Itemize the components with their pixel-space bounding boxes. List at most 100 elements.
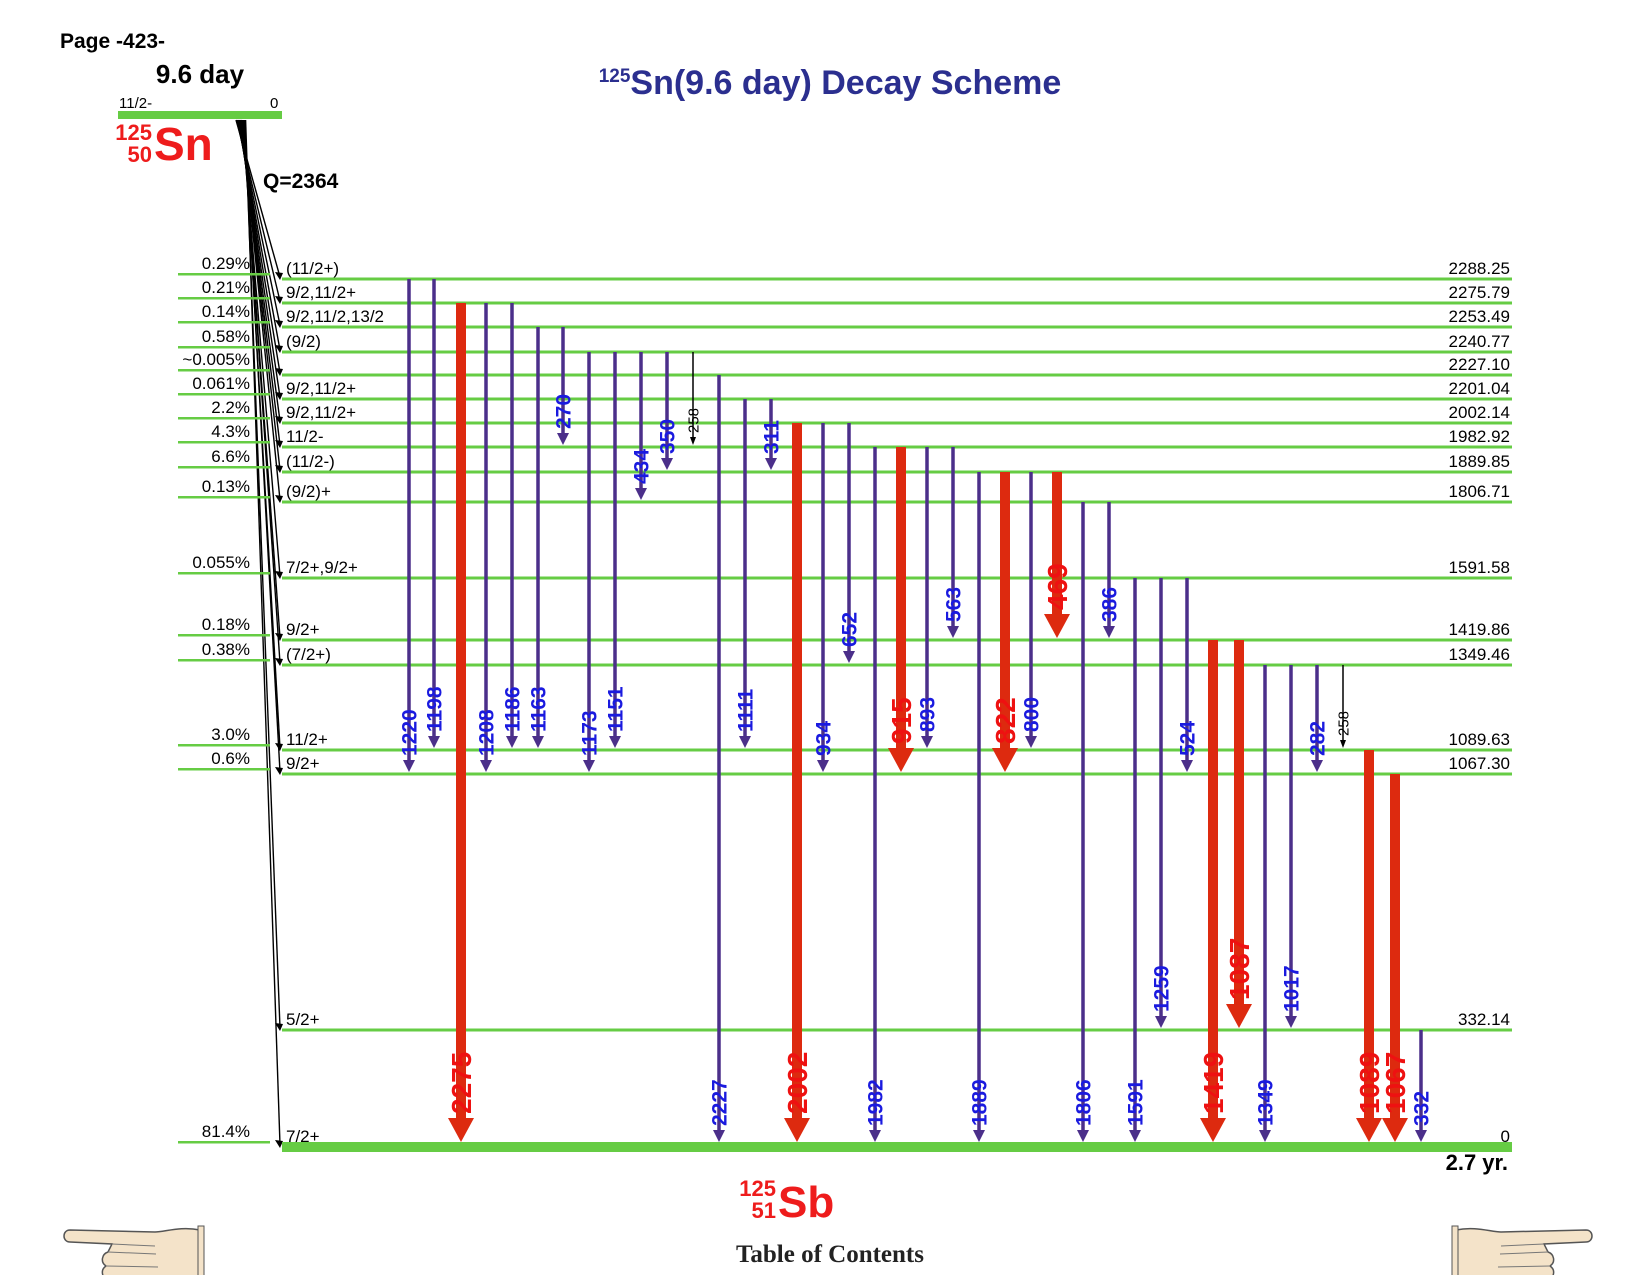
gamma-energy-label: 1198	[424, 686, 447, 732]
beta-branch-label: 0.14%	[202, 302, 250, 321]
page-title: 125Sn(9.6 day) Decay Scheme	[599, 64, 1062, 102]
level-energy-label: 332.14	[1458, 1010, 1510, 1029]
level-energy-label: 2240.77	[1449, 332, 1510, 351]
ground-state-line	[282, 1142, 1512, 1152]
beta-branch-label: 0.6%	[211, 749, 250, 768]
gamma-arrow-shaft	[847, 423, 851, 651]
beta-branch-label: ~0.005%	[182, 350, 250, 369]
daughter-atomic-number: 51	[752, 1198, 776, 1223]
gamma-arrow-shaft	[896, 447, 906, 748]
gamma-energy-label: 1163	[528, 686, 551, 732]
gamma-energy-label: 524	[1177, 721, 1200, 756]
level-energy-label: 0	[1501, 1127, 1510, 1146]
parent-halflife: 9.6 day	[156, 59, 245, 89]
daughter-halflife: 2.7 yr.	[1446, 1150, 1508, 1175]
level-energy-label: 1591.58	[1449, 558, 1510, 577]
gamma-arrowhead	[661, 458, 673, 470]
gamma-arrow-shaft	[613, 352, 617, 736]
beta-branch-underline	[178, 441, 270, 444]
level-spin-label: (11/2-)	[286, 452, 335, 471]
beta-feed-arrowhead	[275, 368, 283, 376]
gamma-arrow-shaft	[951, 447, 955, 626]
level-energy-label: 1349.46	[1449, 645, 1510, 664]
gamma-arrow-shaft	[639, 352, 643, 488]
gamma-energy-label: 1017	[1281, 965, 1304, 1012]
table-of-contents-link[interactable]: Table of Contents	[736, 1241, 924, 1268]
gamma-energy-label: 1259	[1151, 965, 1174, 1012]
gamma-energy-label: 2002	[782, 1052, 813, 1114]
beta-branch-label: 0.13%	[202, 477, 250, 496]
gamma-arrowhead	[973, 1130, 985, 1142]
gamma-energy-label: 332	[1411, 1091, 1434, 1126]
level-spin-label: 7/2+	[286, 1127, 320, 1146]
gamma-arrowhead	[1181, 760, 1193, 772]
gamma-arrow-shaft	[456, 303, 466, 1118]
gamma-energy-label: 1186	[502, 686, 525, 732]
gamma-arrow-shaft	[432, 279, 436, 736]
gamma-arrowhead	[1044, 614, 1070, 638]
gamma-energy-label: 386	[1099, 587, 1122, 622]
gamma-energy-label: 1806	[1073, 1079, 1096, 1126]
beta-branch-underline	[178, 346, 270, 349]
parent-symbol: Sn	[154, 118, 213, 170]
parent-energy: 0	[270, 95, 278, 112]
gamma-arrow-shaft	[1185, 578, 1189, 760]
gamma-energy-label: 1220	[399, 709, 422, 756]
level-energy-label: 1419.86	[1449, 620, 1510, 639]
gamma-arrow-shaft	[1159, 578, 1163, 1016]
gamma-arrow-shaft	[1364, 750, 1374, 1118]
gamma-energy-label: 258	[1335, 711, 1352, 736]
gamma-arrow-shaft	[925, 447, 929, 736]
level-energy-label: 1982.92	[1449, 427, 1510, 446]
beta-branch-label: 0.061%	[192, 374, 250, 393]
level-energy-label: 2275.79	[1449, 283, 1510, 302]
gamma-arrowhead	[1311, 760, 1323, 772]
beta-branch-underline	[178, 369, 270, 372]
level-energy-label: 1067.30	[1449, 754, 1510, 773]
gamma-arrow-shaft	[977, 472, 981, 1130]
gamma-arrowhead	[1200, 1118, 1226, 1142]
beta-branch-label: 81.4%	[202, 1122, 250, 1141]
level-spin-label: 7/2+,9/2+	[286, 558, 358, 577]
q-value: Q=2364	[263, 170, 339, 193]
level-line	[282, 1028, 1512, 1032]
pointing-hand-right-icon[interactable]	[1451, 1225, 1593, 1275]
beta-branch-label: 0.29%	[202, 254, 250, 273]
beta-branch-label: 3.0%	[211, 725, 250, 744]
beta-branch-underline	[178, 1141, 270, 1144]
level-line	[282, 350, 1512, 354]
gamma-arrowhead	[947, 626, 959, 638]
gamma-arrow-shaft	[561, 327, 565, 433]
gamma-arrowhead	[921, 736, 933, 748]
level-spin-label: 5/2+	[286, 1010, 320, 1029]
gamma-arrowhead	[1025, 736, 1037, 748]
pointing-hand-left-icon[interactable]	[63, 1225, 205, 1275]
gamma-energy-label: 282	[1307, 721, 1330, 756]
beta-feed-arrowhead	[275, 571, 283, 579]
gamma-arrow-shaft	[692, 352, 694, 437]
gamma-energy-label: 1208	[476, 709, 499, 756]
gamma-arrowhead	[1285, 1016, 1297, 1028]
gamma-energy-label: 350	[657, 419, 680, 454]
gamma-energy-label: 434	[631, 449, 654, 484]
gamma-arrowhead	[1259, 1130, 1271, 1142]
beta-branch-underline	[178, 496, 270, 499]
gamma-energy-label: 2227	[709, 1079, 732, 1126]
beta-branch-underline	[178, 659, 270, 662]
level-spin-label: 9/2,11/2,13/2	[286, 307, 384, 326]
gamma-arrow-shaft	[407, 279, 411, 760]
gamma-energy-label: 1419	[1198, 1052, 1229, 1114]
level-spin-label: 11/2-	[286, 427, 324, 446]
beta-branch-underline	[178, 744, 270, 747]
level-energy-label: 2288.25	[1449, 259, 1510, 278]
beta-branch-underline	[178, 297, 270, 300]
gamma-arrowhead	[1382, 1118, 1408, 1142]
gamma-energy-label: 893	[917, 697, 940, 732]
level-energy-label: 1889.85	[1449, 452, 1510, 471]
gamma-energy-label: 1089	[1354, 1052, 1385, 1114]
level-spin-label: 9/2,11/2+	[286, 403, 356, 422]
level-line	[282, 277, 1512, 281]
beta-branch-label: 4.3%	[211, 422, 250, 441]
gamma-arrowhead	[713, 1130, 725, 1142]
